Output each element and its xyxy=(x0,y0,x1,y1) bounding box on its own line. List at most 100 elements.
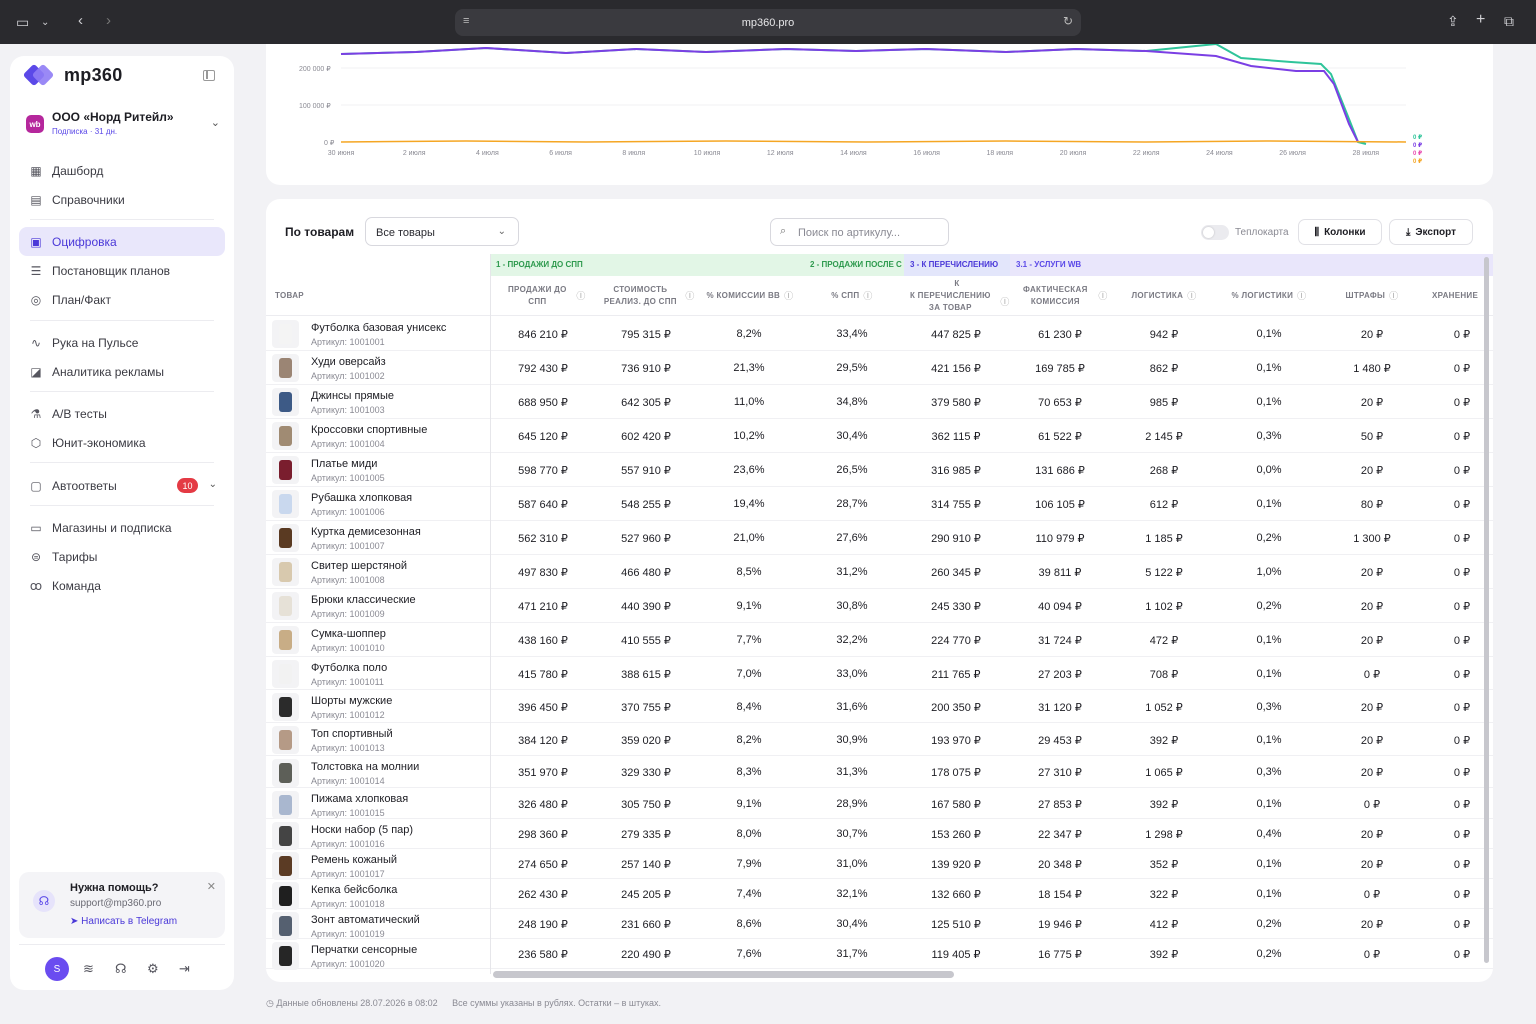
header-sales-cost[interactable]: СТОИМОСТЬ РЕАЛИЗ. ДО СПП ⓘ xyxy=(596,276,698,316)
organization-selector[interactable]: wb ООО «Норд Ритейл» Подписка · 31 дн. ⌄ xyxy=(24,108,224,144)
nav-item-plan-fact[interactable]: ◎ План/Факт xyxy=(19,285,225,314)
product-name[interactable]: Футболка базовая унисекс xyxy=(311,322,447,334)
product-name[interactable]: Носки набор (5 пар) xyxy=(311,824,414,836)
table-row[interactable]: Носки набор (5 пар) Артикул: 1001016 298 3… xyxy=(266,819,1493,850)
chevron-down-icon[interactable]: ⌄ xyxy=(208,479,217,490)
telegram-link[interactable]: ➤ Написать в Telegram xyxy=(70,916,177,927)
header-logistics[interactable]: ЛОГИСТИКА ⓘ xyxy=(1114,276,1214,316)
gear-icon[interactable]: ⚙ xyxy=(147,961,159,976)
forward-icon[interactable]: › xyxy=(106,12,111,29)
close-icon[interactable]: ✕ xyxy=(206,881,216,893)
nav-item-autoreplies[interactable]: ▢ Автоответы 10 ⌄ xyxy=(19,471,225,500)
product-name[interactable]: Кроссовки спортивные xyxy=(311,424,428,436)
product-name[interactable]: Куртка демисезонная xyxy=(311,526,421,538)
logout-icon[interactable]: ⇥ xyxy=(179,961,190,976)
table-row[interactable]: Куртка демисезонная Артикул: 1001007 562 3… xyxy=(266,521,1493,555)
product-name[interactable]: Брюки классические xyxy=(311,594,416,606)
collapse-sidebar-icon[interactable] xyxy=(203,70,215,81)
table-row[interactable]: Шорты мужские Артикул: 1001012 396 450 ₽ 37… xyxy=(266,690,1493,723)
table-row[interactable]: Футболка базовая унисекс Артикул: 1001001… xyxy=(266,317,1493,351)
table-row[interactable]: Платье миди Артикул: 1001005 598 770 ₽ 557 … xyxy=(266,453,1493,487)
nav-item-tariffs[interactable]: ⊜ Тарифы xyxy=(19,542,225,571)
nav-item-ad-analytics[interactable]: ◪ Аналитика рекламы xyxy=(19,357,225,386)
header-sales-before-spp[interactable]: ПРОДАЖИ ДО СПП ⓘ xyxy=(494,276,594,316)
nav-item-directories[interactable]: ▤ Справочники xyxy=(19,185,225,214)
product-name[interactable]: Шорты мужские xyxy=(311,695,393,707)
sidebar-toggle-icon[interactable]: ▭ xyxy=(16,14,30,30)
tabs-icon[interactable]: ⧉ xyxy=(1504,13,1514,29)
nav-item-pulse[interactable]: ∿ Рука на Пульсе xyxy=(19,328,225,357)
help-email[interactable]: support@mp360.pro xyxy=(70,898,162,909)
logo[interactable]: mp360 xyxy=(22,63,123,87)
share-icon[interactable]: ⇪ xyxy=(1447,13,1459,29)
table-row[interactable]: Толстовка на молнии Артикул: 1001014 351 9… xyxy=(266,756,1493,788)
nav-item-team[interactable]: ꝏ Команда xyxy=(19,571,225,600)
product-name[interactable]: Джинсы прямые xyxy=(311,390,394,402)
product-name[interactable]: Толстовка на молнии xyxy=(311,761,420,773)
header-fines[interactable]: ШТРАФЫ ⓘ xyxy=(1322,276,1422,316)
nav-item-dashboard[interactable]: ▦ Дашборд xyxy=(19,156,225,185)
info-icon[interactable]: ⓘ xyxy=(1000,297,1010,307)
info-icon[interactable]: ⓘ xyxy=(1297,291,1307,301)
nav-item-unit-economics[interactable]: ⬡ Юнит-экономика xyxy=(19,428,225,457)
table-row[interactable]: Перчатки сенсорные Артикул: 1001020 236 58… xyxy=(266,939,1493,970)
product-name[interactable]: Рубашка хлопковая xyxy=(311,492,413,504)
info-icon[interactable]: ⓘ xyxy=(1187,291,1197,301)
table-row[interactable]: Кроссовки спортивные Артикул: 1001004 645 … xyxy=(266,419,1493,453)
header-logistics-pct[interactable]: % ЛОГИСТИКИ ⓘ xyxy=(1216,276,1322,316)
info-icon[interactable]: ⓘ xyxy=(685,291,695,301)
header-actual-commission[interactable]: ФАКТИЧЕСКАЯ КОМИССИЯ ⓘ xyxy=(1012,276,1112,316)
sku-search-input[interactable]: ⌕ Поиск по артикулу... xyxy=(770,218,949,246)
product-name[interactable]: Свитер шерстяной xyxy=(311,560,408,572)
export-button[interactable]: ⤓ Экспорт xyxy=(1389,219,1473,245)
product-name[interactable]: Худи оверсайз xyxy=(311,356,386,368)
table-row[interactable]: Худи оверсайз Артикул: 1001002 792 430 ₽ 73… xyxy=(266,351,1493,385)
nav-item-plan-builder[interactable]: ☰ Постановщик планов xyxy=(19,256,225,285)
header-storage[interactable]: ХРАНЕНИЕ xyxy=(1432,276,1492,316)
columns-button[interactable]: ⫼ Колонки xyxy=(1298,219,1382,245)
header-product[interactable]: ТОВАР xyxy=(275,276,335,316)
headset-icon[interactable]: ☊ xyxy=(115,961,127,976)
back-icon[interactable]: ‹ xyxy=(78,12,83,29)
product-name[interactable]: Футболка поло xyxy=(311,662,388,674)
chevron-down-icon[interactable]: ⌄ xyxy=(41,17,50,28)
product-filter-select[interactable]: Все товары ⌄ xyxy=(365,217,519,246)
product-name[interactable]: Перчатки сенсорные xyxy=(311,944,418,956)
new-tab-icon[interactable]: + xyxy=(1476,11,1486,28)
product-name[interactable]: Кепка бейсболка xyxy=(311,884,398,896)
table-row[interactable]: Рубашка хлопковая Артикул: 1001006 587 640… xyxy=(266,487,1493,521)
header-commission-pct[interactable]: % КОМИССИИ ВВ ⓘ xyxy=(700,276,800,316)
table-row[interactable]: Пижама хлопковая Артикул: 1001015 326 480 … xyxy=(266,788,1493,819)
product-name[interactable]: Ремень кожаный xyxy=(311,854,398,866)
product-name[interactable]: Пижама хлопковая xyxy=(311,793,409,805)
vertical-scrollbar[interactable] xyxy=(1484,257,1489,963)
info-icon[interactable]: ⓘ xyxy=(1389,291,1399,301)
product-name[interactable]: Топ спортивный xyxy=(311,728,393,740)
info-icon[interactable]: ⓘ xyxy=(576,291,586,301)
info-icon[interactable]: ⓘ xyxy=(1098,291,1108,301)
header-spp-pct[interactable]: % СПП ⓘ xyxy=(802,276,902,316)
horizontal-scrollbar[interactable] xyxy=(493,971,954,978)
nav-item-stores[interactable]: ▭ Магазины и подписка xyxy=(19,513,225,542)
nav-item-ab-tests[interactable]: ⚗ A/B тесты xyxy=(19,399,225,428)
heatmap-toggle[interactable] xyxy=(1201,225,1229,240)
table-row[interactable]: Ремень кожаный Артикул: 1001017 274 650 ₽ 2… xyxy=(266,849,1493,880)
layers-icon[interactable]: ≋ xyxy=(83,961,94,976)
table-row[interactable]: Зонт автоматический Артикул: 1001019 248 1… xyxy=(266,909,1493,940)
table-row[interactable]: Свитер шерстяной Артикул: 1001008 497 830 … xyxy=(266,555,1493,589)
table-row[interactable]: Джинсы прямые Артикул: 1001003 688 950 ₽ 64… xyxy=(266,385,1493,419)
table-row[interactable]: Кепка бейсболка Артикул: 1001018 262 430 ₽… xyxy=(266,879,1493,910)
product-name[interactable]: Зонт автоматический xyxy=(311,914,420,926)
table-row[interactable]: Топ спортивный Артикул: 1001013 384 120 ₽ 3… xyxy=(266,723,1493,756)
info-icon[interactable]: ⓘ xyxy=(863,291,873,301)
table-row[interactable]: Футболка поло Артикул: 1001011 415 780 ₽ 38… xyxy=(266,657,1493,690)
reload-icon[interactable]: ↻ xyxy=(1062,14,1073,28)
product-name[interactable]: Сумка-шоппер xyxy=(311,628,386,640)
product-name[interactable]: Платье миди xyxy=(311,458,378,470)
nav-item-digitization[interactable]: ▣ Оцифровка xyxy=(19,227,225,256)
header-to-transfer[interactable]: К К ПЕРЕЧИСЛЕНИЮ ЗА ТОВАР ⓘ xyxy=(904,276,1010,316)
address-bar[interactable]: ≡ mp360.pro ↻ xyxy=(455,9,1081,36)
table-row[interactable]: Брюки классические Артикул: 1001009 471 21… xyxy=(266,589,1493,623)
info-icon[interactable]: ⓘ xyxy=(784,291,794,301)
table-row[interactable]: Сумка-шоппер Артикул: 1001010 438 160 ₽ 410… xyxy=(266,623,1493,657)
